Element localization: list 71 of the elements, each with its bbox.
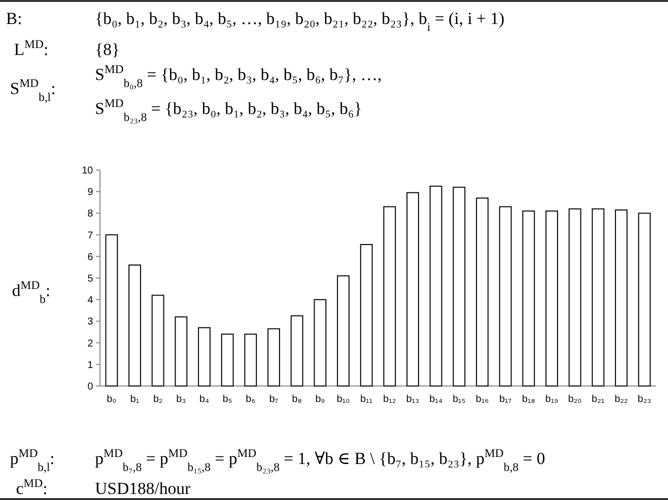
x-tick-label: b₄ bbox=[199, 394, 210, 405]
y-tick-label: 10 bbox=[82, 166, 94, 176]
bar bbox=[336, 275, 350, 386]
bar bbox=[592, 208, 604, 386]
x-tick-label: b₂₁ bbox=[592, 394, 606, 405]
y-tick-label: 7 bbox=[87, 230, 94, 242]
x-tick-label: b₁₁ bbox=[360, 394, 374, 405]
x-tick-label: b₁₃ bbox=[406, 394, 420, 405]
x-tick-label: b₅ bbox=[222, 394, 232, 405]
bar bbox=[545, 210, 558, 386]
text: B: bbox=[6, 9, 22, 28]
bar bbox=[476, 198, 489, 386]
bar bbox=[452, 186, 466, 386]
bar bbox=[522, 210, 535, 386]
x-tick-label: b₁₂ bbox=[383, 394, 396, 405]
x-tick-label: b₀ bbox=[106, 394, 116, 405]
bar bbox=[244, 334, 257, 386]
bar bbox=[221, 334, 234, 386]
x-tick-label: b₁₀ bbox=[336, 394, 350, 405]
y-tick-label: 9 bbox=[87, 187, 94, 198]
text: S$^{MD}$$_{b₀,8}$ = {b₀, b₁, b₂, b₃, b₄, b₅, b₆, b₇}, …, bbox=[95, 62, 382, 90]
bar bbox=[614, 209, 628, 386]
text: {8} bbox=[95, 40, 120, 59]
bar bbox=[314, 299, 326, 386]
y-tick-label: 3 bbox=[87, 316, 94, 328]
y-tick-label: 0 bbox=[87, 382, 94, 392]
x-tick-label: b₁₅ bbox=[452, 394, 466, 405]
bar bbox=[198, 327, 211, 386]
text: {b₀, b₁, b₂, b₃, b₄, b₅, …, b₁₉, b₂₀, b₂₁, b₂₂, b₂₃}, b$_{i}$ = (i, i + 1) bbox=[95, 9, 504, 34]
bar bbox=[568, 208, 582, 386]
x-tick-label: b₇ bbox=[269, 394, 279, 405]
bar bbox=[430, 186, 442, 386]
x-tick-label: b₈ bbox=[292, 394, 302, 405]
bar bbox=[406, 192, 420, 386]
bar bbox=[267, 328, 280, 386]
bar bbox=[638, 212, 651, 386]
bar bbox=[360, 244, 373, 386]
x-tick-label: b₂₃ bbox=[638, 394, 652, 405]
text: L$^{MD}$: bbox=[14, 37, 48, 59]
bar bbox=[383, 206, 396, 386]
x-tick-label: b₂₀ bbox=[568, 394, 582, 405]
bar bbox=[174, 316, 188, 386]
bar bbox=[290, 315, 304, 386]
x-tick-label: b₁₉ bbox=[545, 394, 558, 405]
y-tick-label: 5 bbox=[87, 274, 94, 284]
y-tick-label: 8 bbox=[87, 208, 94, 220]
x-tick-label: b₁₈ bbox=[522, 394, 536, 405]
text: p$^{MD}$$_{b,l}$: bbox=[10, 446, 55, 474]
text: p$^{MD}$$_{b₇,8}$ = p$^{MD}$$_{b₁₅,8}$ = p$^{MD}$$_{b₂₃,8}$ = 1, ∀b ∈ B \ {b₇, b₁₅, b₂₃}, p$^{MD}$$_{b,8}$ = 0 bbox=[95, 446, 546, 474]
y-tick-label: 4 bbox=[87, 295, 94, 306]
y-tick-label: 6 bbox=[87, 252, 94, 263]
x-tick-label: b₂₂ bbox=[614, 394, 628, 405]
x-tick-label: b₆ bbox=[246, 394, 256, 405]
bar bbox=[152, 294, 164, 386]
text: d$^{MD}$$_{b}$: bbox=[12, 278, 50, 306]
x-tick-label: b₁₆ bbox=[476, 394, 489, 405]
bar bbox=[499, 206, 512, 386]
bar bbox=[128, 264, 142, 386]
text: c$^{MD}$: bbox=[16, 476, 48, 498]
x-tick-label: b₁ bbox=[130, 394, 140, 405]
x-tick-label: b₁₇ bbox=[499, 394, 512, 405]
x-tick-label: b₁₄ bbox=[429, 394, 442, 405]
x-tick-label: b₉ bbox=[315, 394, 325, 405]
bar bbox=[105, 234, 118, 386]
y-tick-label: 2 bbox=[87, 338, 94, 350]
x-tick-label: b₃ bbox=[176, 394, 186, 405]
text: S$^{MD}$$_{b,l}$: bbox=[10, 76, 56, 104]
y-tick-label: 1 bbox=[87, 360, 94, 371]
text: S$^{MD}$$_{b₂₃,8}$ = {b₂₃, b₀, b₁, b₂, b₃, b₄, b₅, b₆} bbox=[95, 96, 362, 124]
x-tick-label: b₂ bbox=[153, 394, 163, 405]
text: USD188/hour bbox=[95, 479, 191, 498]
